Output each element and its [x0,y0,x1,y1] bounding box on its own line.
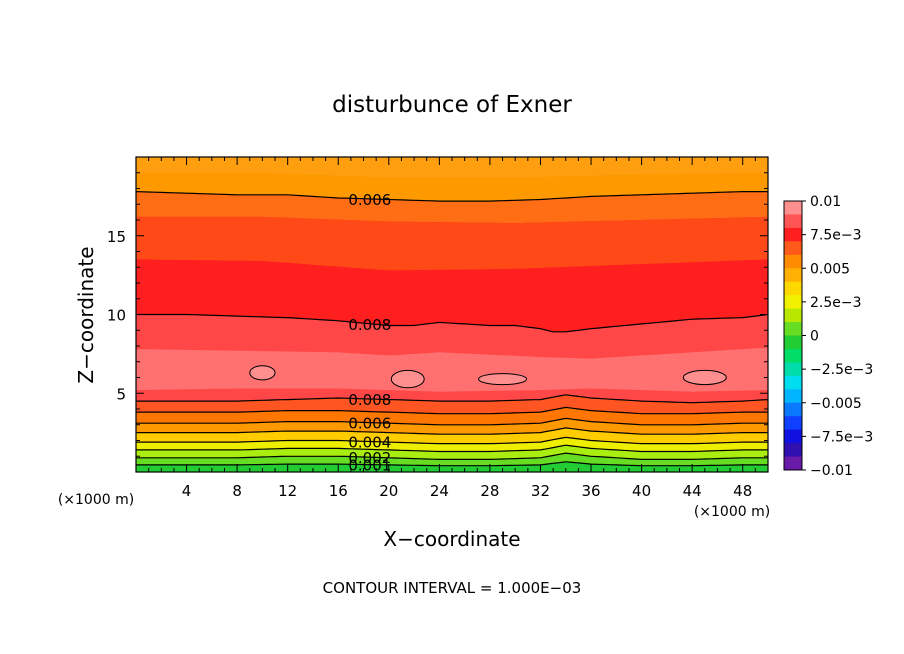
colorbar-swatch-15 [784,402,802,417]
colorbar-swatch-4 [784,254,802,269]
closed-contour-1 [390,369,425,389]
colorbar-swatch-5 [784,268,802,283]
contour-line-4 [136,417,768,426]
contour-line-7 [136,444,768,453]
x-axis-label: X−coordinate [383,527,520,551]
colorbar-label-7: −7.5e−3 [810,429,873,445]
contour-line-9 [136,461,768,467]
colorbar-label-1: 7.5e−3 [810,228,862,244]
contour-label-4: 0.006 [348,415,391,433]
closed-contour-0 [249,365,276,381]
contour-line-2 [136,394,768,404]
colorbar-label-3: 2.5e−3 [810,295,862,311]
colorbar: 0.01 7.5e−3 0.005 2.5e−3 0 −2.5e−3 −0.005 −7.5e… [783,194,873,479]
x-tick-label-48: 48 [733,482,752,500]
fill-band-5 [136,418,768,435]
y-tick-label-10: 10 [107,307,126,325]
mid-strip [136,216,768,271]
upper-strip [136,191,768,224]
contour-line-8 [136,452,768,460]
colorbar-swatch-3 [784,241,802,256]
x-tick-label-4: 4 [182,482,192,500]
x-tick-label-8: 8 [232,482,242,500]
x-tick-label-44: 44 [683,482,702,500]
top-strip [136,157,768,178]
colorbar-swatch-2 [784,227,802,242]
contour-line-6 [136,436,768,445]
colorbar-swatch-6 [784,281,802,296]
core-band [136,347,768,392]
x-tick-label-36: 36 [581,482,600,500]
contour-label-8: 0.002 [348,449,391,467]
colorbar-label-0: 0.01 [810,194,841,210]
colorbar-swatch-9 [784,322,802,336]
x-tick-label-12: 12 [278,482,297,500]
x-tick-label-28: 28 [480,482,499,500]
contour-interval-note: CONTOUR INTERVAL = 1.000E−03 [323,579,582,597]
x-unit-label: (×1000 m) [694,504,770,520]
colorbar-label-2: 0.005 [810,261,850,277]
contour-label-9: 0.001 [348,457,391,475]
y-tick-label-15: 15 [107,228,126,246]
colorbar-swatch-14 [784,389,802,404]
y-axis-label: Z−coordinate [74,246,98,383]
closed-contour-3 [682,369,727,386]
colorbar-swatch-13 [784,375,802,390]
contour-line-1 [136,313,768,333]
x-tick-label-40: 40 [632,482,651,500]
x-tick-label-24: 24 [430,482,449,500]
colorbar-swatch-17 [784,429,802,444]
fill-band-4 [136,407,768,425]
colorbar-swatch-16 [784,416,802,431]
closed-contour-2 [478,373,528,386]
contour-label-6: 0.004 [348,433,391,451]
colorbar-label-5: −2.5e−3 [810,362,873,378]
colorbar-swatch-7 [784,295,802,310]
colorbar-swatch-10 [784,335,802,350]
y-unit-label: (×1000 m) [58,492,134,508]
contour-label-1: 0.008 [348,316,391,334]
x-tick-label-32: 32 [531,482,550,500]
chart-title: disturbunce of Exner [332,92,572,118]
colorbar-swatch-0 [784,201,802,215]
contour-line-0 [136,191,768,202]
fill-band-6 [136,427,768,444]
contour-line-5 [136,427,768,435]
colorbar-swatch-1 [784,214,802,229]
contour-label-0: 0.006 [348,191,391,209]
colorbar-label-6: −0.005 [810,396,862,412]
contour-line-3 [136,406,768,415]
colorbar-swatch-11 [784,348,802,363]
colorbar-swatch-19 [784,456,802,471]
colorbar-swatch-8 [784,308,802,323]
x-tick-label-20: 20 [379,482,398,500]
colorbar-label-4: 0 [810,329,819,345]
colorbar-swatch-18 [784,443,802,458]
colorbar-swatch-12 [784,362,802,377]
y-tick-label-5: 5 [116,385,126,403]
contour-label-2: 0.008 [348,391,391,409]
x-tick-label-16: 16 [329,482,348,500]
colorbar-label-8: −0.01 [810,463,853,479]
